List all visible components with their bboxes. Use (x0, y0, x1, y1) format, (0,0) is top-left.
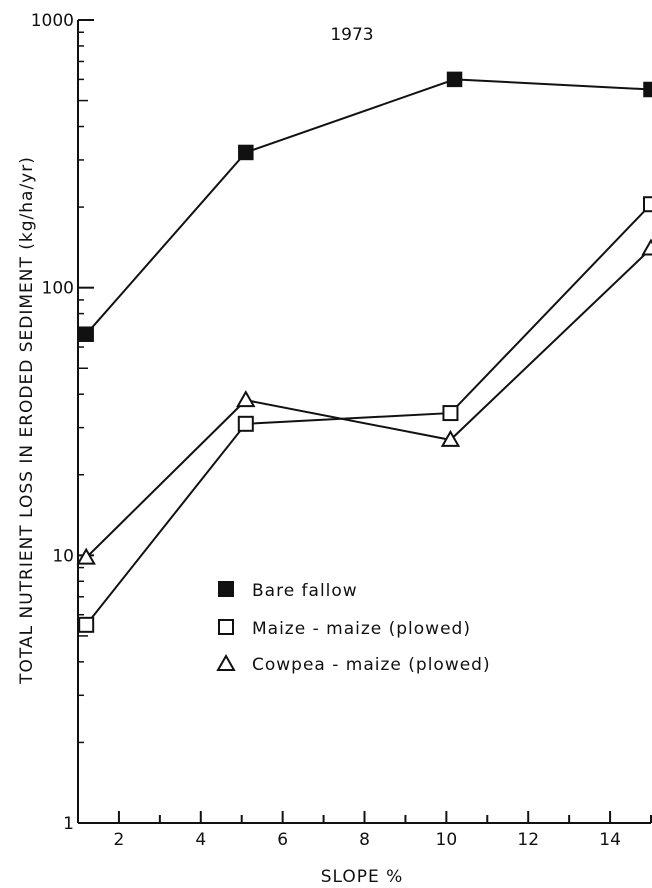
data-point (440, 429, 461, 447)
data-point (643, 81, 652, 98)
axes (77, 20, 651, 824)
y-tick-label: 100 (42, 279, 74, 299)
legend-marker-open-triangle (216, 653, 236, 671)
x-tick-label: 8 (359, 830, 370, 850)
data-point (442, 405, 459, 422)
data-point (76, 547, 96, 565)
chart-title: 1973 (330, 25, 373, 45)
series-line (85, 203, 652, 626)
data-point (237, 415, 254, 432)
y-tick-label: 10 (52, 546, 74, 566)
series-0 (78, 71, 652, 342)
legend-label-maize-maize: Maize - maize (plowed) (252, 619, 471, 639)
x-tick-label: 14 (599, 830, 621, 850)
data-point (238, 144, 254, 161)
x-axis-title: SLOPE % (321, 867, 404, 887)
legend-item-maize-maize: Maize - maize (plowed) (218, 619, 471, 639)
data-point (641, 238, 652, 256)
x-tick-label: 2 (114, 830, 125, 850)
x-tick-label: 10 (436, 830, 458, 850)
data-point (643, 196, 652, 213)
series-line (85, 78, 652, 335)
y-tick-label: 1000 (31, 11, 74, 31)
legend-marker-filled-square (218, 581, 234, 597)
y-axis-title: TOTAL NUTRIENT LOSS IN ERODED SEDIMENT (… (17, 156, 37, 685)
x-tick-label: 4 (195, 830, 206, 850)
data-point (78, 326, 94, 342)
legend-item-cowpea-maize: Cowpea - maize (plowed) (216, 653, 491, 675)
legend: Bare fallow Maize - maize (plowed) Cowpe… (216, 581, 491, 675)
y-tick-label: 1 (63, 814, 74, 834)
series-line (85, 247, 652, 559)
series-1 (78, 196, 652, 633)
x-tick-label: 6 (277, 830, 288, 850)
data-point (78, 616, 95, 633)
series-2 (76, 238, 652, 565)
legend-label-bare-fallow: Bare fallow (252, 581, 358, 601)
x-tick-label: 12 (517, 830, 539, 850)
legend-item-bare-fallow: Bare fallow (218, 581, 358, 601)
x-ticks: 2 4 6 8 10 12 14 (77, 811, 652, 850)
series-layer (76, 71, 652, 633)
data-point (236, 390, 256, 408)
legend-label-cowpea-maize: Cowpea - maize (plowed) (252, 655, 491, 675)
y-ticks: 1 10 100 1000 (31, 11, 94, 834)
data-point (446, 71, 463, 88)
legend-marker-open-square (218, 619, 234, 635)
